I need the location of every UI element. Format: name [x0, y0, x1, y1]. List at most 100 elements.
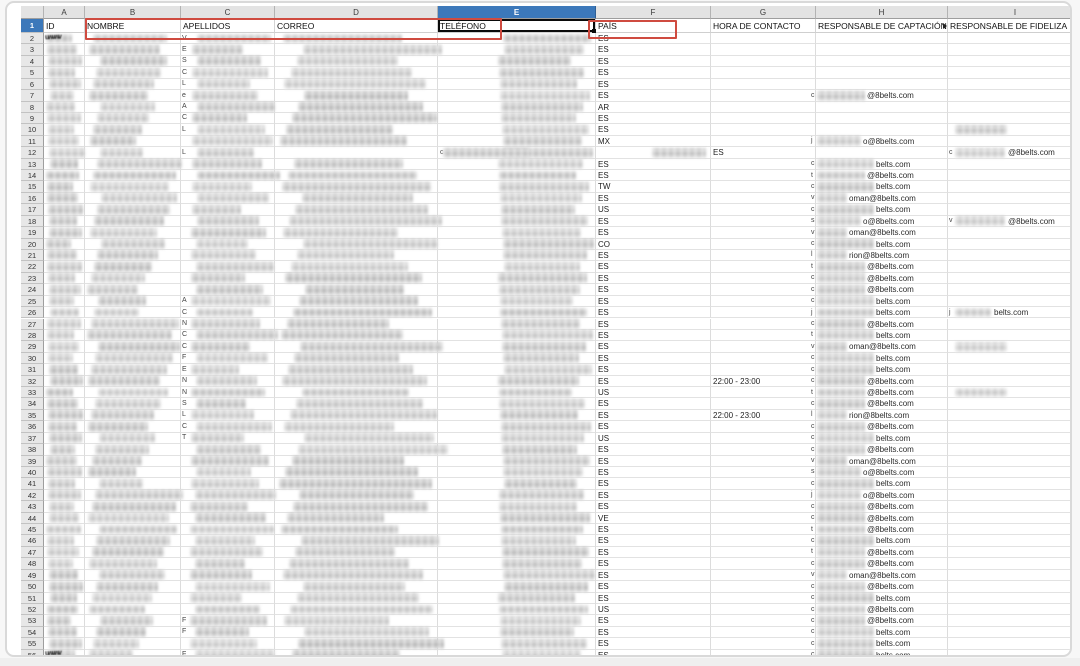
cell-B55[interactable] — [85, 638, 181, 650]
cell-D48[interactable] — [275, 558, 438, 570]
cell-A29[interactable] — [44, 341, 85, 353]
cell-D41[interactable] — [275, 478, 438, 490]
cell-A28[interactable] — [44, 329, 85, 342]
cell-C13[interactable] — [181, 158, 275, 171]
cell-C11[interactable] — [181, 135, 275, 148]
cell-G54[interactable] — [711, 626, 816, 639]
cell-G21[interactable] — [711, 249, 816, 262]
row-header-7[interactable]: 7 — [21, 90, 44, 102]
cell-B7[interactable] — [85, 90, 181, 102]
cell-D7[interactable] — [275, 90, 438, 102]
cell-I48[interactable] — [948, 558, 1070, 570]
cell-F37[interactable]: US — [596, 432, 711, 445]
cell-B25[interactable] — [85, 295, 181, 308]
cell-D16[interactable] — [275, 192, 438, 205]
cell-G37[interactable] — [711, 432, 816, 445]
cell-A16[interactable] — [44, 192, 85, 205]
cell-E23[interactable] — [438, 272, 596, 285]
cell-B14[interactable] — [85, 170, 181, 182]
row-header-22[interactable]: 22 — [21, 261, 44, 273]
cell-C27[interactable] — [181, 318, 275, 330]
cell-E38[interactable] — [438, 444, 596, 456]
cell-B15[interactable] — [85, 181, 181, 193]
cell-H56[interactable] — [816, 649, 948, 655]
cell-F49[interactable]: ES — [596, 569, 711, 582]
row-header-36[interactable]: 36 — [21, 421, 44, 433]
cell-G35[interactable]: 22:00 - 23:00 — [711, 409, 816, 422]
cell-E40[interactable] — [438, 466, 596, 479]
cell-I13[interactable] — [948, 159, 1070, 171]
header-cell-B[interactable]: NOMBRE — [85, 19, 181, 33]
cell-C36[interactable] — [181, 421, 275, 433]
cell-G33[interactable] — [711, 387, 816, 399]
cell-G44[interactable] — [711, 512, 816, 525]
cell-H21[interactable] — [816, 249, 948, 262]
header-cell-I[interactable]: RESPONSABLE DE FIDELIZA — [948, 19, 1070, 33]
cell-A54[interactable] — [44, 626, 85, 639]
cell-F15[interactable]: TW — [596, 181, 711, 193]
cell-C40[interactable] — [181, 466, 275, 479]
cell-H39[interactable] — [816, 455, 948, 467]
cell-I7[interactable] — [948, 90, 1070, 102]
cell-G6[interactable] — [711, 78, 816, 91]
cell-F22[interactable]: ES — [596, 261, 711, 273]
cell-H48[interactable] — [816, 558, 948, 570]
cell-G22[interactable] — [711, 261, 816, 273]
cell-B44[interactable] — [85, 512, 181, 525]
cell-H24[interactable] — [816, 284, 948, 296]
cell-H46[interactable] — [816, 535, 948, 547]
row-header-12[interactable]: 12 — [21, 147, 44, 159]
cell-H8[interactable] — [816, 101, 948, 113]
cell-E17[interactable] — [438, 204, 596, 216]
cell-C34[interactable] — [181, 398, 275, 410]
row-header-16[interactable]: 16 — [21, 192, 44, 205]
cell-F24[interactable]: ES — [596, 284, 711, 296]
cell-I6[interactable] — [948, 79, 1070, 91]
cell-F3[interactable]: ES — [596, 44, 711, 56]
cell-E31[interactable] — [438, 364, 596, 376]
cell-F14[interactable]: ES — [596, 170, 711, 182]
cell-H2[interactable] — [816, 33, 948, 45]
row-header-26[interactable]: 26 — [21, 307, 44, 319]
cell-H50[interactable] — [816, 581, 948, 593]
cell-A30[interactable] — [44, 352, 85, 365]
cell-G52[interactable] — [711, 604, 816, 616]
row-header-49[interactable]: 49 — [21, 569, 44, 582]
cell-I39[interactable] — [948, 456, 1070, 467]
cell-A5[interactable] — [44, 67, 85, 79]
cell-A13[interactable] — [44, 158, 85, 171]
cell-G49[interactable] — [711, 569, 816, 582]
cell-B19[interactable] — [85, 227, 181, 239]
cell-F7[interactable]: ES — [596, 90, 711, 102]
cell-H15[interactable] — [816, 181, 948, 193]
cell-H19[interactable] — [816, 227, 948, 239]
cell-D50[interactable] — [275, 581, 438, 593]
cell-F33[interactable]: US — [596, 387, 711, 399]
cell-H35[interactable] — [816, 409, 948, 422]
cell-B37[interactable] — [85, 432, 181, 445]
row-header-32[interactable]: 32 — [21, 375, 44, 387]
cell-I15[interactable] — [948, 181, 1070, 193]
cell-C9[interactable] — [181, 112, 275, 125]
cell-I8[interactable] — [948, 102, 1070, 113]
cell-E24[interactable] — [438, 284, 596, 296]
cell-D32[interactable] — [275, 375, 438, 387]
cell-I21[interactable] — [948, 250, 1070, 262]
cell-F16[interactable]: ES — [596, 192, 711, 205]
cell-E43[interactable] — [438, 501, 596, 513]
cell-A46[interactable] — [44, 535, 85, 547]
row-header-6[interactable]: 6 — [21, 78, 44, 91]
cell-A34[interactable] — [44, 398, 85, 410]
cell-E15[interactable] — [438, 181, 596, 193]
cell-D51[interactable] — [275, 592, 438, 604]
row-header-35[interactable]: 35 — [21, 409, 44, 422]
cell-A9[interactable] — [44, 112, 85, 125]
cell-H34[interactable] — [816, 398, 948, 410]
cell-A37[interactable] — [44, 432, 85, 445]
cell-F25[interactable]: ES — [596, 295, 711, 308]
cell-B54[interactable] — [85, 626, 181, 639]
cell-D6[interactable] — [275, 78, 438, 91]
cell-F42[interactable]: ES — [596, 489, 711, 502]
cell-A7[interactable] — [44, 90, 85, 102]
cell-G4[interactable] — [711, 55, 816, 68]
